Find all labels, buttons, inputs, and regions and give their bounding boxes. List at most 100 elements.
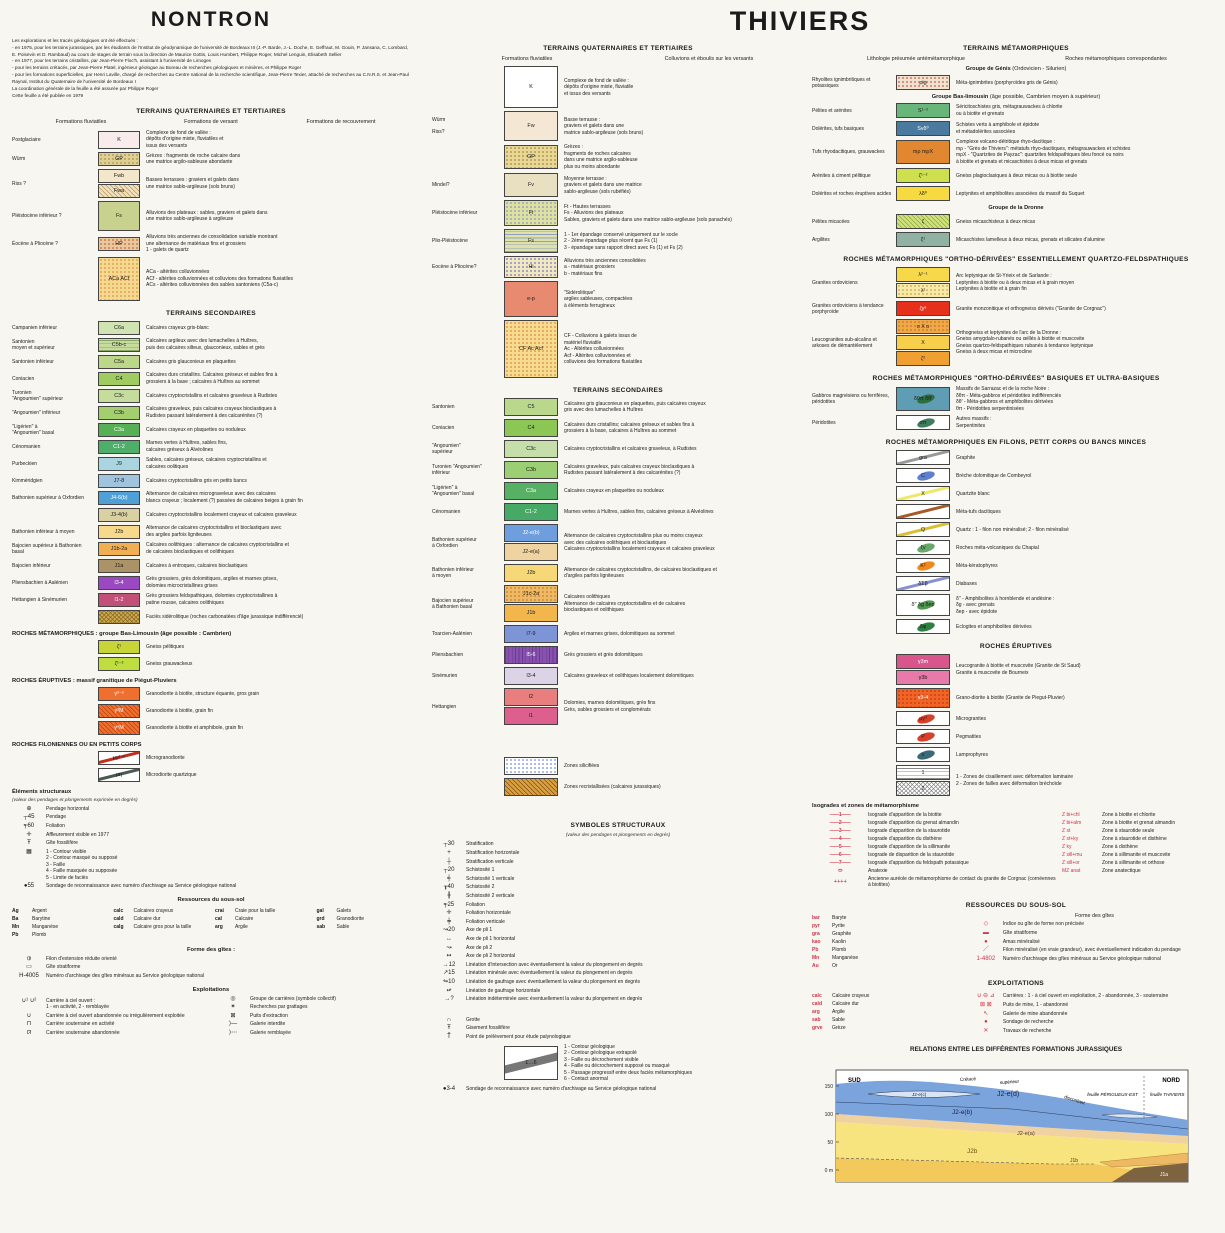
color-swatch: C3b: [98, 405, 140, 420]
legend-row: Zones silicifiées: [432, 757, 804, 776]
symbol-row: 1-4802 Numéro d'archivage des gîtes minér…: [969, 956, 1220, 963]
unit-code: σπ: [919, 419, 927, 426]
section-heading: TERRAINS SECONDAIRES: [166, 309, 256, 317]
unit-code: Q: [920, 526, 926, 533]
unit-code: Fwb: [113, 173, 125, 180]
color-swatch: Q: [896, 522, 950, 538]
symbol-row: ✶ Recherches par grattages: [216, 1004, 410, 1011]
unit-description: CF - Colluvions à galets issus de matéri…: [564, 333, 643, 366]
legend-row: Arénites à ciment pélitique ζ¹⁻² Gneiss pl…: [812, 168, 1220, 184]
stage-label: Toarcien-Aalénien: [432, 631, 473, 638]
symbol-row: ┿ Foliation verticale: [432, 919, 804, 926]
column-header-label: Formations fluviatiles: [55, 119, 107, 126]
color-swatch: ζγ⁶: [896, 301, 950, 317]
unit-description: Alluvions très anciennes de consolidatio…: [146, 234, 278, 254]
unit-code: l3-4: [526, 673, 536, 680]
gite-symbol-icon: ∪ ⊖ ⊿: [976, 993, 995, 1000]
symbol-label: Foliation verticale: [466, 918, 505, 925]
resource-label: Or: [832, 963, 838, 970]
resource-code-row: Mn Manganèse: [12, 924, 106, 930]
symbol-icon: ┬30: [443, 841, 455, 848]
swatch-stack: P: [896, 729, 950, 745]
unit-description: Séricitoschistes gris, métagrauwackes à …: [956, 104, 1063, 117]
svg-text:SUD: SUD: [848, 1078, 861, 1084]
symbol-row: ┽ Schistosité 1 verticale: [432, 876, 804, 883]
legend-row: Leucogranites sub-alcalins et arkoses de…: [812, 319, 1220, 367]
resource-code-row: kao Kaolin: [812, 939, 959, 945]
legend-row: Coniacien C4 Calcaires durs cristallins. C…: [12, 371, 410, 386]
legend-row: δΣβ Diabases: [812, 576, 1220, 592]
stage-label: Campanien inférieur: [12, 324, 58, 331]
symbol-label: Linéation de gaufrage avec éventuellemen…: [466, 978, 641, 985]
unit-description: Gneiss pélitiques: [146, 643, 185, 650]
symbol-label: Axe de pli 2: [466, 944, 493, 951]
symbol-label: Groupe de carrières (symbole collectif): [250, 995, 336, 1002]
unit-code: C4: [527, 425, 535, 432]
resource-label: Calcaire dur: [832, 1001, 859, 1008]
symbol-icon: +: [447, 850, 451, 857]
legend-row: Pléistocène inférieur ? Fs Alluvions des p…: [12, 201, 410, 232]
symbol-label: Axe de pli 1: [466, 927, 493, 934]
resource-code: pyr: [812, 923, 820, 930]
resource-code-row: calc Calcaire crayeux: [812, 993, 959, 999]
unit-code: μγ³⁻⁴: [112, 754, 126, 761]
resource-label: Calcaire: [235, 915, 254, 922]
svg-text:J2-e(d): J2-e(d): [997, 1091, 1019, 1098]
symbol-label: Sondage de recherche: [1002, 1019, 1054, 1026]
credits-line: - pour les terrains crétacés, par Jean-P…: [12, 65, 302, 71]
symbol-label: Carrière souterraine en activité: [46, 1021, 115, 1028]
color-swatch: J2-e(a): [504, 543, 558, 562]
symbol-icon: ▭: [26, 964, 32, 971]
unit-description: Calcaires graveleux, puis calcaires cray…: [564, 463, 695, 477]
legend-row: Dolérites, tufs basiques Svδ⁰ Schistes ver…: [812, 121, 1220, 137]
swatch-stack: σπ: [896, 415, 950, 431]
symbol-row: ┭25 Foliation: [432, 902, 804, 909]
unit-description: δ'' - Amphibolites à hornblende et andés…: [956, 595, 1055, 615]
symbol-label: Axe de pli 2 horizontal: [466, 953, 516, 960]
gite-symbol-icon: ⊠ ⊠: [980, 1002, 992, 1009]
unit-description: Calcaires crayeux en plaquettes ou nodul…: [146, 426, 246, 433]
color-swatch: γ³M: [98, 703, 140, 718]
symbol-row: ╂ Schistosité 2 verticale: [432, 893, 804, 900]
unit-code: mρ mρX: [912, 149, 934, 156]
symbol-icon: ┬45: [23, 814, 35, 821]
stage-label: Santonien: [432, 404, 455, 411]
color-swatch: J1b: [504, 604, 558, 623]
legend-row: Gabbros magnésiens ou ferrifères, pérido…: [812, 386, 1220, 412]
unit-code: l2: [528, 694, 534, 701]
unit-code: X: [921, 490, 925, 497]
color-swatch: C3c: [98, 388, 140, 403]
unit-code: C3a: [526, 488, 536, 495]
color-swatch: ζ¹⁻²: [896, 168, 950, 184]
unit-code: o X o: [916, 323, 930, 330]
subsection-heading: Isogrades et zones de métamorphisme: [812, 803, 919, 810]
symbol-row: + Stratification horizontale: [432, 850, 804, 857]
stage-label: Hettangien à Sinémurien: [12, 596, 68, 603]
unit-description: Basse terrasse : graviers et galets dans…: [564, 116, 644, 136]
unit-code: Fs: [528, 238, 534, 245]
unit-code: C4: [115, 375, 123, 382]
stage-label: Pliensbachien: [432, 652, 464, 659]
legend-row: Riss ? Fwb Fwa Basses terrasses : graviers …: [12, 169, 410, 199]
symbol-row: ⊕ Pendage horizontal: [12, 806, 410, 813]
color-swatch: gra: [896, 450, 950, 466]
legend-row: Mindel? Fv Moyenne terrasse : graviers et …: [432, 173, 804, 198]
symbol-icon: ⊠: [230, 1012, 236, 1019]
unit-description: Orthogneiss et leptynites de l'arc de la…: [956, 329, 1094, 356]
stage-label: Gabbros magnésiens ou ferrifères, pérido…: [812, 393, 889, 406]
unit-description: Schistes verts à amphibole et épidote et…: [956, 122, 1040, 135]
stage-label: Cénomanien: [12, 443, 41, 450]
unit-description: Autres massifs : Serpentinites: [956, 416, 992, 429]
unit-code: μγ³: [919, 715, 927, 722]
swatch-stack: Svδ⁰: [896, 121, 950, 137]
lens-body-icon: [915, 730, 936, 744]
resource-code-row: calc Calcaires crayeux: [114, 908, 208, 914]
unit-description: Zones silicifiées: [564, 763, 600, 770]
color-swatch: ζ¹: [98, 639, 140, 654]
color-swatch: C3a: [98, 422, 140, 437]
zone-code: Z ky: [1062, 844, 1072, 851]
symbol-row: ◇ Indice ou gîte de forme non précisée: [969, 921, 1220, 928]
resource-code: calc: [113, 907, 124, 914]
unit-code: J4-6(b): [110, 494, 128, 501]
unit-description: Granodiorite à biotite et amphibole, gra…: [146, 724, 244, 731]
